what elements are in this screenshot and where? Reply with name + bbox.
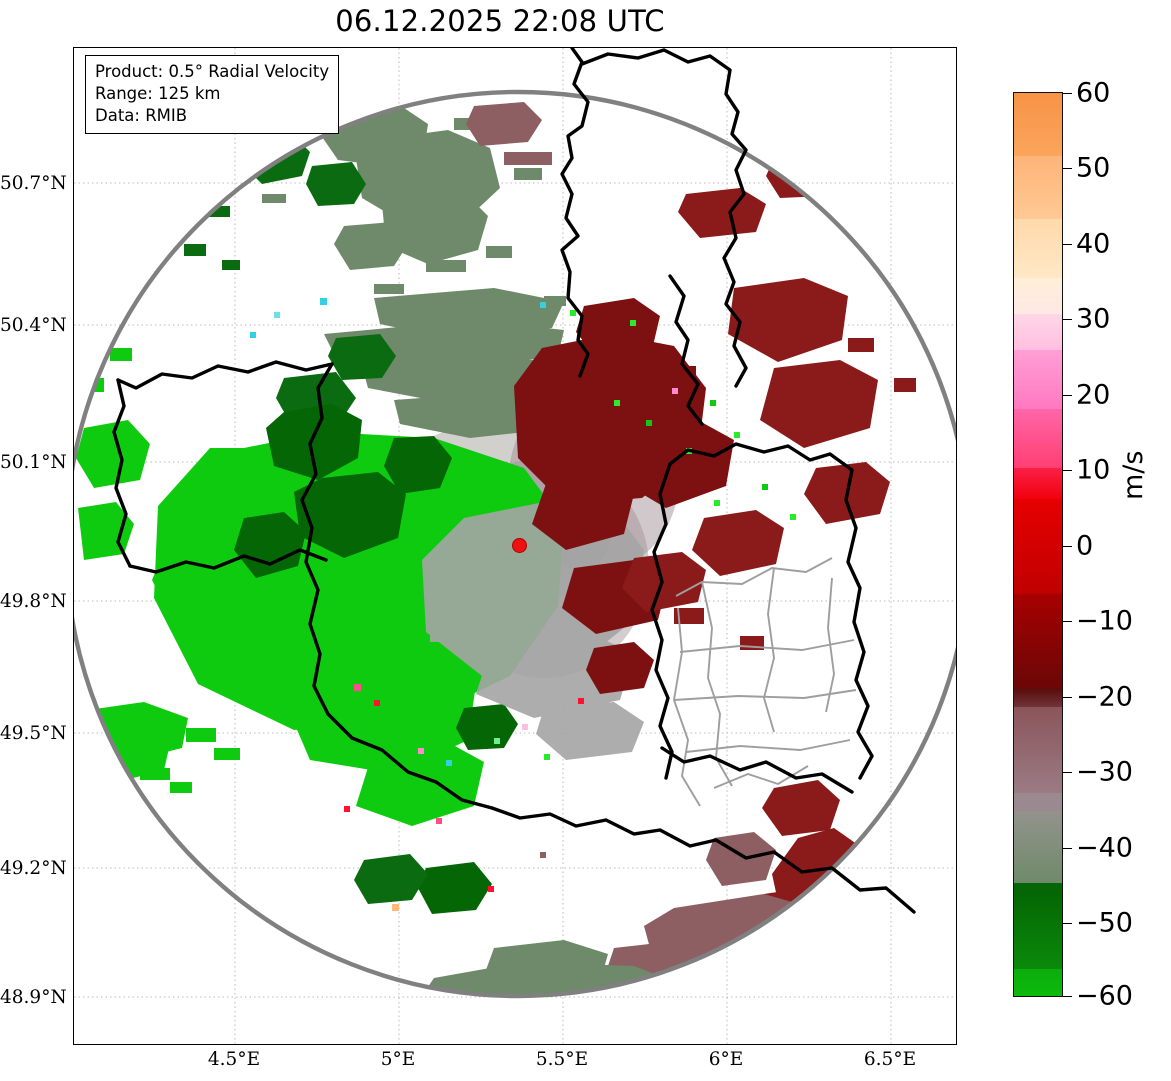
colorbar-tick-9 <box>1063 772 1072 773</box>
colorbar-tick-1 <box>1063 168 1072 169</box>
colorbar-bands[interactable] <box>1013 92 1063 997</box>
radar-site-marker[interactable] <box>512 538 527 553</box>
colorbar-tick-2 <box>1063 244 1072 245</box>
echo-scatter-pixels <box>250 298 796 911</box>
colorbar-tick-3 <box>1063 319 1072 320</box>
colorbar-unit-label: m/s <box>1118 450 1149 500</box>
echo-east-outbound <box>622 154 916 650</box>
x-tick-label-0: 4.5°E <box>207 1049 261 1070</box>
colorbar-tick-8 <box>1063 697 1072 698</box>
info-data: Data: RMIB <box>95 105 188 125</box>
colorbar-tick-7 <box>1063 621 1072 622</box>
radar-echo-layer <box>74 102 916 996</box>
echo-northcentral-outbound <box>514 298 734 694</box>
y-tick-label-1: 50.4°N <box>0 315 67 336</box>
x-tick-label-4: 6.5°E <box>863 1049 917 1070</box>
colorbar-tick-10 <box>1063 848 1072 849</box>
echo-north-mauve <box>466 102 552 165</box>
y-tick-label-2: 50.1°N <box>0 452 67 473</box>
country-borders <box>112 48 916 914</box>
y-tick-label-3: 49.8°N <box>0 591 67 612</box>
radar-plot-area[interactable] <box>73 47 957 1045</box>
colorbar-tick-5 <box>1063 470 1072 471</box>
colorbar-label-0: 60 <box>1076 77 1111 109</box>
colorbar-label-7: −10 <box>1076 605 1133 637</box>
colorbar-label-8: −20 <box>1076 681 1133 713</box>
radar-plot-canvas <box>74 48 956 1044</box>
info-product: Product: 0.5° Radial Velocity <box>95 62 330 81</box>
page-title: 06.12.2025 22:08 UTC <box>335 4 665 38</box>
colorbar-tick-11 <box>1063 923 1072 924</box>
product-info-box: Product: 0.5° Radial Velocity Range: 125… <box>85 55 340 134</box>
colorbar-label-1: 50 <box>1076 152 1111 184</box>
x-tick-label-1: 5°E <box>380 1049 416 1070</box>
echo-south-darkgreen <box>354 854 428 904</box>
x-tick-label-2: 5.5°E <box>535 1049 589 1070</box>
colorbar-label-2: 40 <box>1076 228 1111 260</box>
colorbar-tick-0 <box>1063 93 1072 94</box>
y-tick-label-5: 49.2°N <box>0 858 67 879</box>
colorbar-label-11: −50 <box>1076 907 1133 939</box>
colorbar-tick-12 <box>1063 996 1072 997</box>
radar-map-svg <box>74 48 956 1044</box>
colorbar-label-9: −30 <box>1076 756 1133 788</box>
colorbar-tick-4 <box>1063 395 1072 396</box>
colorbar-label-10: −40 <box>1076 832 1133 864</box>
colorbar-label-5: 10 <box>1076 454 1111 486</box>
colorbar-label-4: 20 <box>1076 379 1111 411</box>
colorbar-tick-6 <box>1063 546 1072 547</box>
info-range: Range: 125 km <box>95 83 221 103</box>
colorbar-label-6: 0 <box>1076 530 1094 562</box>
y-tick-label-0: 50.7°N <box>0 173 67 194</box>
region-borders <box>673 557 857 807</box>
x-tick-label-3: 6°E <box>708 1049 744 1070</box>
y-tick-label-4: 49.5°N <box>0 723 67 744</box>
colorbar-label-12: −60 <box>1076 980 1133 1012</box>
echo-nw-greygreen <box>262 104 572 438</box>
y-tick-label-6: 48.9°N <box>0 987 67 1008</box>
colorbar-label-3: 30 <box>1076 303 1111 335</box>
echo-centre-grey <box>422 502 644 760</box>
range-ring-125km <box>74 89 956 999</box>
